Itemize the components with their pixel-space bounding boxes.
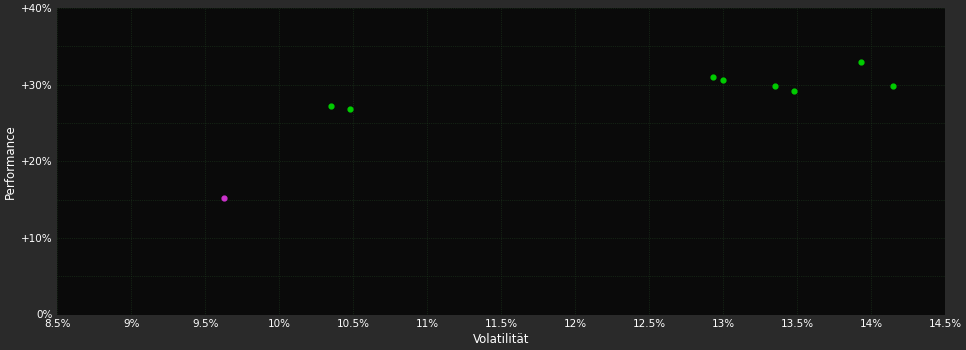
X-axis label: Volatilität: Volatilität	[473, 333, 529, 346]
Point	[886, 84, 901, 89]
Point	[853, 59, 868, 64]
Point	[343, 106, 358, 112]
Point	[767, 84, 782, 89]
Y-axis label: Performance: Performance	[4, 124, 17, 199]
Point	[786, 88, 802, 94]
Point	[216, 195, 232, 201]
Point	[705, 74, 721, 80]
Point	[716, 77, 731, 83]
Point	[324, 103, 339, 109]
